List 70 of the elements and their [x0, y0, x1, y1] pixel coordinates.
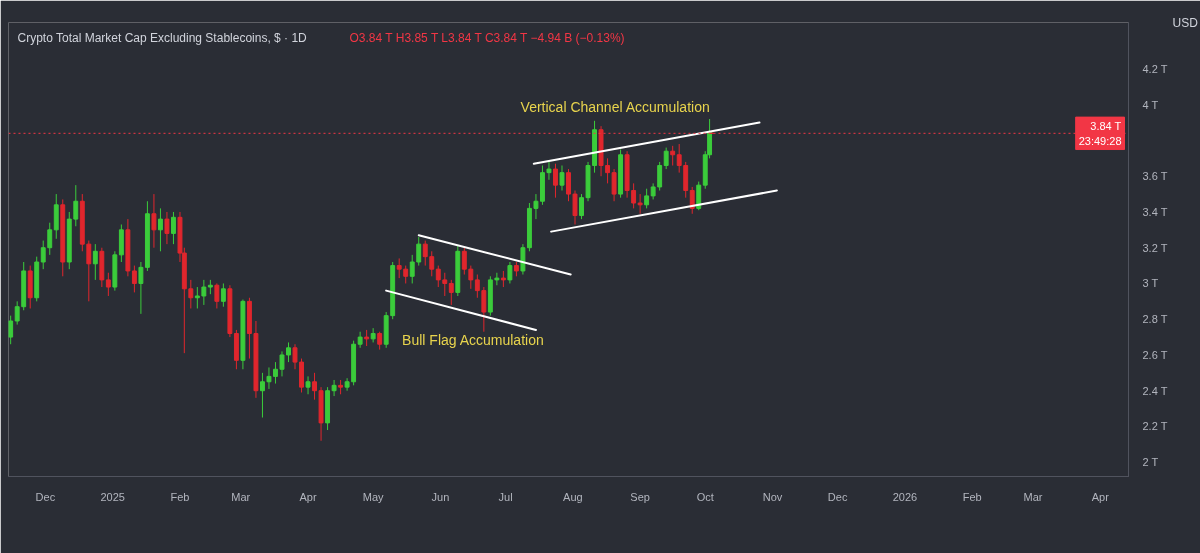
x-tick-label: Jun: [431, 490, 450, 503]
candlestick: [507, 261, 513, 284]
candlestick: [164, 211, 170, 245]
x-tick-label: Feb: [962, 490, 982, 503]
y-tick-label: 3.2 T: [1142, 241, 1168, 254]
candlestick: [220, 282, 226, 308]
candlestick: [8, 315, 14, 345]
candlestick: [553, 163, 558, 199]
candlestick: [194, 286, 200, 309]
x-tick-label: Aug: [563, 490, 583, 503]
x-tick-label: Apr: [1091, 490, 1110, 503]
y-tick-label: 3.6 T: [1142, 170, 1168, 183]
candlestick: [151, 193, 157, 249]
y-tick-label: 4.2 T: [1142, 62, 1168, 75]
x-tick-label: May: [362, 490, 385, 503]
text: O3.84 T H3.85 T L3.84 T C3.84 T −4.94 B (−0.13%): [349, 30, 625, 45]
candlestick: [559, 164, 565, 192]
x-tick-label: Oct: [696, 490, 714, 503]
candlestick: [105, 272, 111, 297]
x-tick-label: Sep: [630, 490, 650, 503]
candlestick: [435, 265, 441, 288]
y-tick-label: 2 T: [1142, 456, 1159, 469]
candlestick: [663, 147, 669, 170]
y-tick-label: 2.6 T: [1142, 348, 1168, 361]
y-tick-label: 2.4 T: [1142, 384, 1168, 397]
candlestick: [657, 161, 663, 192]
candlestick: [689, 186, 695, 215]
candlestick: [312, 372, 317, 401]
x-tick-label: Mar: [231, 490, 251, 503]
candlestick: [214, 282, 220, 309]
candlestick: [171, 211, 176, 245]
y-tick-label: 3.4 T: [1142, 205, 1168, 218]
candlestick: [416, 236, 422, 267]
y-tick-label: 4 T: [1142, 98, 1159, 111]
candlestick: [611, 168, 617, 202]
x-tick-label: Jul: [498, 490, 513, 503]
x-tick-label: Dec: [827, 490, 848, 503]
candlestick: [396, 257, 402, 279]
candlestick: [131, 265, 137, 293]
candlestick: [201, 279, 207, 306]
x-tick-label: 2026: [892, 490, 918, 503]
ref-line-label: 3.84 T 23:49:28: [1078, 120, 1122, 147]
y-tick-label: 2.8 T: [1142, 313, 1168, 326]
text: Crypto Total Market Cap Excluding Stablecoins, $ · 1D: [17, 30, 308, 45]
candlestick: [92, 243, 98, 281]
candlestick: [442, 272, 448, 297]
candlestick: [305, 375, 311, 395]
annotation: Bull Flag Accumulation: [402, 332, 544, 349]
candlestick: [520, 243, 526, 276]
candlestick: [696, 181, 702, 211]
candlestick: [73, 184, 79, 227]
candlestick: [670, 145, 676, 166]
annotation: Vertical Channel Accumulation: [520, 99, 710, 116]
x-tick-label: 2025: [100, 490, 125, 503]
x-tick-label: Dec: [35, 490, 56, 503]
candlestick: [448, 279, 454, 306]
x-tick-label: Feb: [170, 490, 190, 503]
candlestick: [644, 188, 650, 209]
candlestick: [157, 207, 163, 252]
y-axis-title: USD: [1172, 15, 1199, 30]
candlestick: [188, 279, 194, 309]
x-tick-label: Mar: [1023, 490, 1043, 503]
y-tick-label: 3 T: [1142, 277, 1159, 290]
x-tick-label: Nov: [762, 490, 783, 503]
candlestick: [409, 254, 415, 284]
y-tick-label: 2.2 T: [1142, 420, 1168, 433]
candlestick: [292, 343, 298, 370]
candlestick: [344, 377, 350, 392]
x-tick-label: Apr: [299, 490, 317, 503]
candlestick: [637, 193, 643, 215]
